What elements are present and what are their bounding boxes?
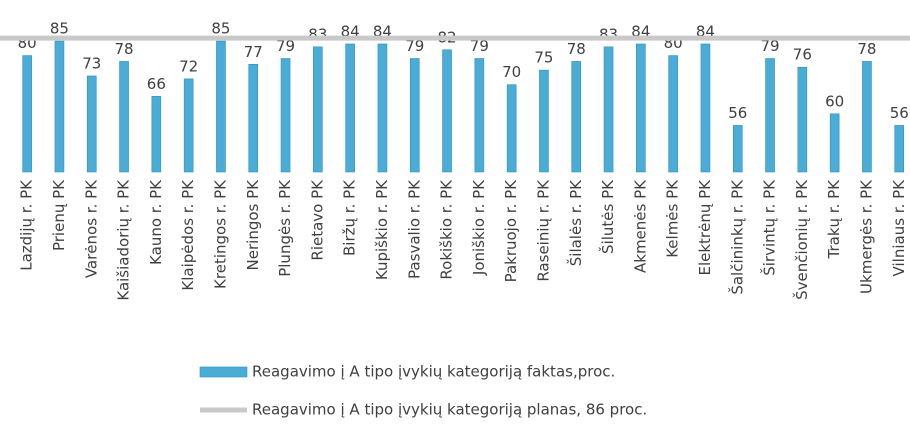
data-label: 79: [761, 37, 780, 55]
data-label: 56: [728, 104, 747, 122]
bar: [119, 61, 129, 173]
x-tick-label: Ukmergės r. PK: [857, 179, 875, 294]
legend-label: Reagavimo į A tipo įvykių kategoriją fak…: [252, 363, 615, 381]
bar: [506, 84, 517, 173]
x-tick-label: Biržų r. PK: [341, 179, 359, 256]
bar: [22, 55, 32, 173]
data-label: 78: [567, 40, 586, 58]
data-label: 78: [857, 40, 876, 58]
bar: [636, 43, 646, 173]
data-label: 70: [502, 63, 521, 81]
bar: [862, 61, 872, 173]
x-tick-label: Pasvalio r. PK: [405, 179, 423, 279]
bar: [797, 66, 808, 173]
x-tick-label: Varėnos r. PK: [82, 179, 100, 278]
legend-swatch: [199, 366, 248, 378]
x-tick-label: Širvintų r. PK: [760, 179, 779, 276]
x-tick-label: Klaipėdos r. PK: [179, 179, 197, 291]
bar: [86, 75, 97, 173]
data-label: 60: [825, 92, 844, 110]
x-tick-label: Rietavo PK: [308, 179, 326, 261]
x-tick-label: Rokiškio r. PK: [438, 179, 456, 280]
bar: [571, 61, 582, 173]
x-tick-label: Kauno r. PK: [147, 179, 165, 265]
data-label: 78: [115, 40, 134, 58]
legend-label: Reagavimo į A tipo įvykių kategoriją pla…: [252, 401, 647, 419]
data-label: 75: [534, 49, 553, 67]
data-label: 85: [50, 20, 69, 38]
x-tick-label: Vilniaus r. PK: [890, 179, 908, 277]
data-label: 83: [599, 25, 618, 43]
bar: [700, 43, 711, 173]
data-label: 66: [147, 75, 166, 93]
x-tick-label: Trakų r. PK: [825, 179, 843, 260]
data-label: 79: [470, 37, 489, 55]
x-tick-label: Pakruojo r. PK: [502, 179, 520, 283]
bar: [377, 43, 388, 173]
data-label: 83: [308, 25, 327, 43]
data-label: 79: [405, 37, 424, 55]
x-tick-label: Prienų PK: [50, 179, 68, 251]
x-tick-label: Kaišiadorių r. PK: [115, 179, 133, 301]
x-tick-label: Lazdijų r. PK: [18, 179, 36, 271]
bar: [280, 58, 291, 173]
data-label: 73: [82, 54, 101, 72]
x-tick-label: Kretingos r. PK: [211, 179, 229, 289]
data-label: 76: [793, 46, 812, 64]
x-tick-label: Kupiškio r. PK: [373, 179, 391, 280]
bar: [313, 46, 323, 173]
x-tick-label: Šilutės PK: [598, 179, 617, 254]
x-tick-label: Kelmės PK: [664, 179, 682, 258]
bar: [894, 125, 905, 173]
x-tick-label: Joniškio r. PK: [470, 179, 488, 276]
bar: [668, 55, 678, 173]
bar: [765, 58, 775, 173]
bar: [345, 43, 355, 173]
data-label: 85: [211, 20, 230, 38]
x-tick-label: Šilalės r. PK: [566, 179, 585, 266]
data-label: 72: [179, 57, 198, 75]
bar: [474, 58, 485, 173]
x-tick-label: Plungės r. PK: [276, 179, 294, 277]
bar: [442, 49, 452, 173]
bar: [248, 64, 259, 173]
bar: [539, 69, 549, 173]
x-tick-label: Šalčininkų r. PK: [727, 179, 746, 295]
x-tick-label: Elektrėnų PK: [696, 179, 714, 276]
bar: [732, 125, 743, 173]
data-label: 56: [890, 104, 909, 122]
data-label: 77: [244, 43, 263, 61]
bar: [183, 78, 194, 173]
bar: [54, 40, 65, 173]
x-tick-label: Raseinių r. PK: [534, 179, 552, 282]
x-tick-label: Neringos PK: [244, 179, 262, 271]
data-label: 79: [276, 37, 295, 55]
bar: [216, 40, 226, 173]
x-tick-label: Švenčionių r. PK: [792, 179, 811, 300]
bar: [409, 58, 420, 173]
x-tick-label: Akmenės PK: [631, 179, 649, 273]
bar: [151, 96, 162, 173]
bar: [603, 46, 614, 173]
bar: [829, 113, 840, 173]
